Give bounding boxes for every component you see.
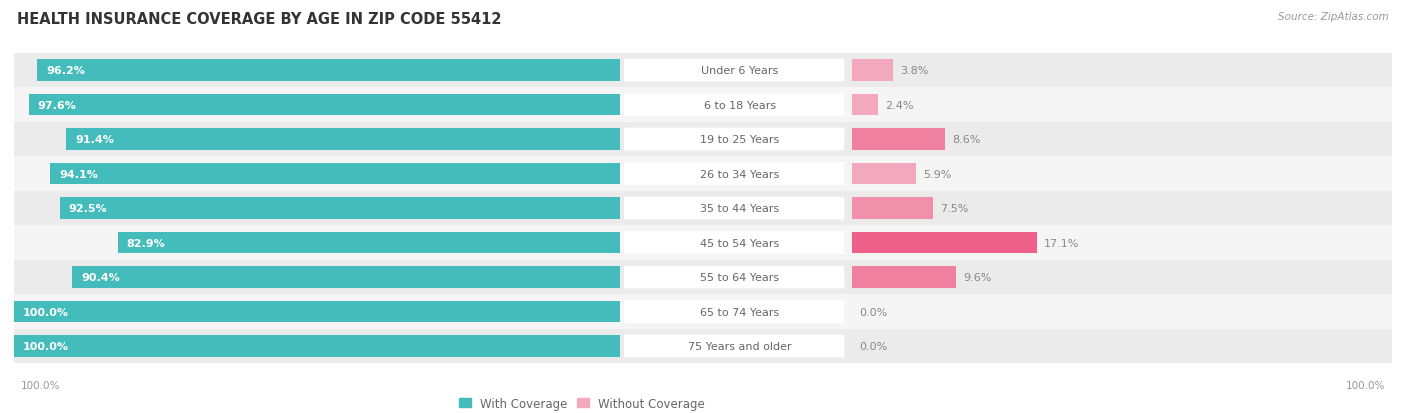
Text: 97.6%: 97.6% (38, 100, 76, 110)
Text: 92.5%: 92.5% (69, 204, 107, 214)
Text: 5.9%: 5.9% (924, 169, 952, 179)
Text: 94.1%: 94.1% (59, 169, 98, 179)
Text: 100.0%: 100.0% (21, 380, 60, 390)
Bar (852, 60, 893, 82)
Bar (852, 164, 915, 185)
Text: 82.9%: 82.9% (127, 238, 166, 248)
Text: 100.0%: 100.0% (1346, 380, 1385, 390)
Text: 91.4%: 91.4% (76, 135, 114, 145)
Text: 0.0%: 0.0% (859, 341, 887, 351)
Bar (0, 88, 620, 123)
Bar (0, 123, 620, 157)
Bar (49, 164, 620, 185)
Text: 45 to 54 Years: 45 to 54 Years (700, 238, 779, 248)
Bar (582, 260, 1392, 294)
Text: 26 to 34 Years: 26 to 34 Years (700, 169, 779, 179)
Bar (14, 301, 620, 323)
FancyBboxPatch shape (624, 94, 844, 116)
Bar (582, 123, 1392, 157)
Bar (66, 129, 620, 150)
Text: 17.1%: 17.1% (1045, 238, 1080, 248)
Bar (852, 198, 932, 219)
FancyBboxPatch shape (624, 335, 844, 358)
Bar (582, 329, 1392, 363)
FancyBboxPatch shape (624, 232, 844, 254)
Text: 96.2%: 96.2% (46, 66, 86, 76)
Bar (582, 226, 1392, 260)
Legend: With Coverage, Without Coverage: With Coverage, Without Coverage (456, 393, 709, 413)
Bar (0, 294, 620, 329)
Text: Source: ZipAtlas.com: Source: ZipAtlas.com (1278, 12, 1389, 22)
Bar (582, 88, 1392, 123)
Text: 65 to 74 Years: 65 to 74 Years (700, 307, 779, 317)
Bar (852, 95, 877, 116)
Bar (582, 294, 1392, 329)
Text: 90.4%: 90.4% (82, 273, 120, 282)
Text: 35 to 44 Years: 35 to 44 Years (700, 204, 779, 214)
Bar (852, 129, 945, 150)
Bar (0, 260, 620, 294)
Text: 19 to 25 Years: 19 to 25 Years (700, 135, 779, 145)
Bar (0, 329, 620, 363)
Bar (28, 95, 620, 116)
Bar (852, 232, 1036, 254)
Text: 100.0%: 100.0% (22, 307, 69, 317)
FancyBboxPatch shape (624, 163, 844, 185)
Bar (582, 191, 1392, 226)
Text: 7.5%: 7.5% (941, 204, 969, 214)
Bar (59, 198, 620, 219)
FancyBboxPatch shape (624, 301, 844, 323)
Text: 9.6%: 9.6% (963, 273, 991, 282)
Bar (37, 60, 620, 82)
Text: 6 to 18 Years: 6 to 18 Years (704, 100, 776, 110)
Bar (852, 267, 956, 288)
FancyBboxPatch shape (624, 197, 844, 220)
Bar (118, 232, 620, 254)
Bar (582, 54, 1392, 88)
FancyBboxPatch shape (624, 128, 844, 151)
Text: HEALTH INSURANCE COVERAGE BY AGE IN ZIP CODE 55412: HEALTH INSURANCE COVERAGE BY AGE IN ZIP … (17, 12, 502, 27)
Text: 3.8%: 3.8% (901, 66, 929, 76)
FancyBboxPatch shape (624, 59, 844, 82)
Text: 0.0%: 0.0% (859, 307, 887, 317)
Bar (0, 54, 620, 88)
FancyBboxPatch shape (624, 266, 844, 289)
Text: 55 to 64 Years: 55 to 64 Years (700, 273, 779, 282)
Text: 2.4%: 2.4% (886, 100, 914, 110)
Bar (582, 157, 1392, 191)
Bar (0, 157, 620, 191)
Bar (72, 267, 620, 288)
Bar (0, 226, 620, 260)
Bar (14, 335, 620, 357)
Text: 8.6%: 8.6% (952, 135, 981, 145)
Text: Under 6 Years: Under 6 Years (702, 66, 779, 76)
Text: 75 Years and older: 75 Years and older (688, 341, 792, 351)
Text: 100.0%: 100.0% (22, 341, 69, 351)
Bar (0, 191, 620, 226)
